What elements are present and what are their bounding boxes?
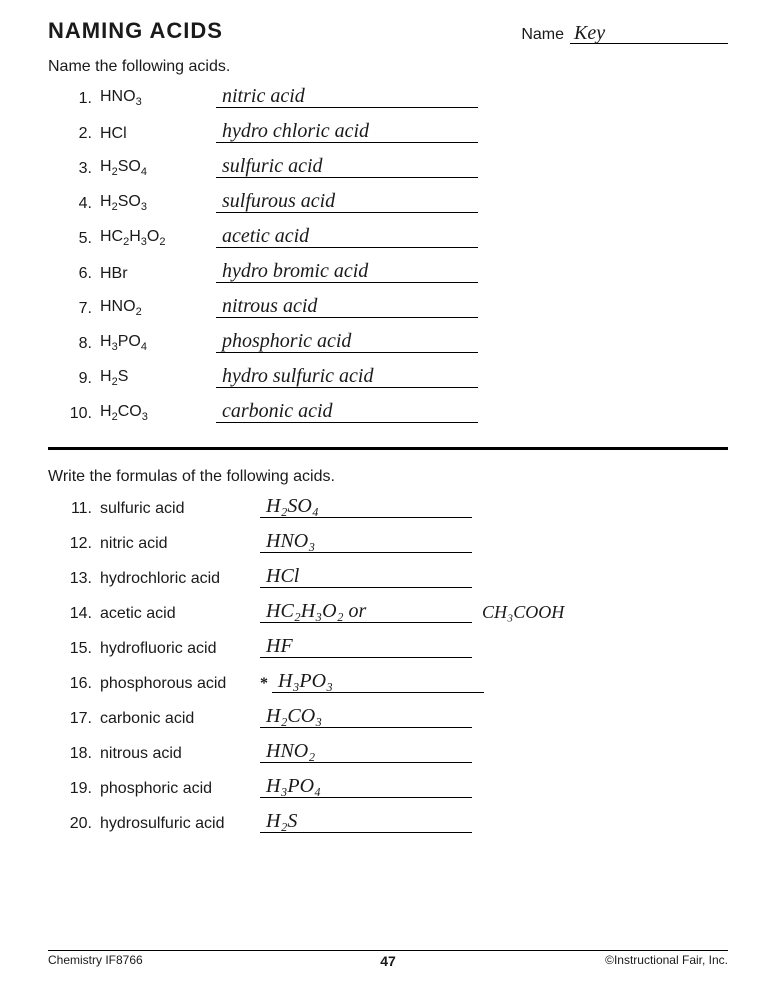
- item-number: 13.: [64, 570, 92, 588]
- item-prompt: hydrofluoric acid: [100, 640, 260, 658]
- item-answer: acetic acid: [216, 226, 478, 248]
- item-number: 18.: [64, 745, 92, 763]
- item-number: 4.: [64, 195, 92, 213]
- item-formula: HNO3: [100, 88, 216, 108]
- item-answer: HNO₃: [260, 531, 472, 553]
- section1-row: 3. H2SO4sulfuric acid: [64, 156, 728, 178]
- section1-row: 7. HNO2nitrous acid: [64, 296, 728, 318]
- section2-row: 20. hydrosulfuric acidH₂S: [64, 811, 728, 833]
- item-answer: hydro chloric acid: [216, 121, 478, 143]
- item-formula: H3PO4: [100, 333, 216, 353]
- item-answer: H₂S: [260, 811, 472, 833]
- section2-list: 11.sulfuric acidH₂SO₄12.nitric acidHNO₃1…: [64, 496, 728, 833]
- header: NAMING ACIDS Name Key: [48, 18, 728, 44]
- item-answer: nitric acid: [216, 86, 478, 108]
- item-number: 5.: [64, 230, 92, 248]
- item-prompt: nitrous acid: [100, 745, 260, 763]
- item-answer: H₃PO₃: [272, 671, 484, 693]
- section1-row: 5. HC2H3O2acetic acid: [64, 226, 728, 248]
- item-prompt: phosphoric acid: [100, 780, 260, 798]
- item-prompt: acetic acid: [100, 605, 260, 623]
- item-answer: hydro sulfuric acid: [216, 366, 478, 388]
- section1-row: 4. H2SO3sulfurous acid: [64, 191, 728, 213]
- item-number: 17.: [64, 710, 92, 728]
- item-extra: CH₃COOH: [482, 602, 564, 623]
- item-number: 20.: [64, 815, 92, 833]
- footer: Chemistry IF8766 47 ©Instructional Fair,…: [48, 950, 728, 967]
- item-number: 2.: [64, 125, 92, 143]
- section2-row: 12. nitric acidHNO₃: [64, 531, 728, 553]
- item-answer: H₃PO₄: [260, 776, 472, 798]
- section2-row: 13. hydrochloric acidHCl: [64, 566, 728, 588]
- item-answer: HCl: [260, 566, 472, 588]
- item-formula: HBr: [100, 265, 216, 283]
- section2-row: 17. carbonic acidH₂CO₃: [64, 706, 728, 728]
- item-answer: H₂SO₄: [260, 496, 472, 518]
- item-prompt: phosphorous acid: [100, 675, 260, 693]
- item-answer: HNO₂: [260, 741, 472, 763]
- item-number: 15.: [64, 640, 92, 658]
- item-prompt: sulfuric acid: [100, 500, 260, 518]
- item-formula: H2SO4: [100, 158, 216, 178]
- item-number: 1.: [64, 90, 92, 108]
- section1-row: 6. HBrhydro bromic acid: [64, 261, 728, 283]
- section2-row: 16. phosphorous acid*H₃PO₃: [64, 671, 728, 693]
- section2-row: 15. hydrofluoric acidHF: [64, 636, 728, 658]
- item-formula: H2CO3: [100, 403, 216, 423]
- item-formula: HCl: [100, 125, 216, 143]
- item-number: 7.: [64, 300, 92, 318]
- section1-row: 2. HClhydro chloric acid: [64, 121, 728, 143]
- item-number: 19.: [64, 780, 92, 798]
- section1-instruction: Name the following acids.: [48, 58, 728, 76]
- item-number: 8.: [64, 335, 92, 353]
- item-number: 3.: [64, 160, 92, 178]
- worksheet-page: NAMING ACIDS Name Key Name the following…: [0, 0, 768, 981]
- item-number: 16.: [64, 675, 92, 693]
- footer-left: Chemistry IF8766: [48, 953, 143, 967]
- item-number: 6.: [64, 265, 92, 283]
- item-number: 11.: [64, 500, 92, 518]
- item-answer: nitrous acid: [216, 296, 478, 318]
- item-prompt: hydrosulfuric acid: [100, 815, 260, 833]
- item-formula: H2SO3: [100, 193, 216, 213]
- section2-instruction: Write the formulas of the following acid…: [48, 468, 728, 486]
- section1-row: 10. H2CO3carbonic acid: [64, 401, 728, 423]
- item-number: 12.: [64, 535, 92, 553]
- section1-row: 9. H2Shydro sulfuric acid: [64, 366, 728, 388]
- footer-right: ©Instructional Fair, Inc.: [605, 953, 728, 967]
- name-value: Key: [570, 23, 728, 44]
- item-formula: HNO2: [100, 298, 216, 318]
- name-label: Name: [521, 26, 564, 44]
- item-answer: phosphoric acid: [216, 331, 478, 353]
- item-number: 9.: [64, 370, 92, 388]
- section1-list: 1. HNO3nitric acid 2. HClhydro chloric acid…: [64, 86, 728, 423]
- section2-row: 18. nitrous acidHNO₂: [64, 741, 728, 763]
- item-answer: H₂CO₃: [260, 706, 472, 728]
- page-title: NAMING ACIDS: [48, 18, 223, 44]
- item-answer: carbonic acid: [216, 401, 478, 423]
- item-number: 14.: [64, 605, 92, 623]
- item-answer: hydro bromic acid: [216, 261, 478, 283]
- section1-row: 1. HNO3nitric acid: [64, 86, 728, 108]
- section-divider: [48, 447, 728, 450]
- item-number: 10.: [64, 405, 92, 423]
- section2-row: 19. phosphoric acidH₃PO₄: [64, 776, 728, 798]
- item-formula: HC2H3O2: [100, 228, 216, 248]
- section2-row: 14. acetic acidHC₂H₃O₂ or CH₃COOH: [64, 601, 728, 623]
- name-block: Name Key: [521, 23, 728, 44]
- section1-row: 8. H3PO4phosphoric acid: [64, 331, 728, 353]
- item-prompt: nitric acid: [100, 535, 260, 553]
- item-answer: sulfuric acid: [216, 156, 478, 178]
- item-prompt: hydrochloric acid: [100, 570, 260, 588]
- item-answer: HF: [260, 636, 472, 658]
- footer-page-number: 47: [380, 953, 396, 969]
- item-prompt: carbonic acid: [100, 710, 260, 728]
- section2-row: 11. sulfuric acidH₂SO₄: [64, 496, 728, 518]
- item-answer: HC₂H₃O₂ or: [260, 601, 472, 623]
- star-mark: *: [260, 675, 268, 693]
- item-formula: H2S: [100, 368, 216, 388]
- item-answer: sulfurous acid: [216, 191, 478, 213]
